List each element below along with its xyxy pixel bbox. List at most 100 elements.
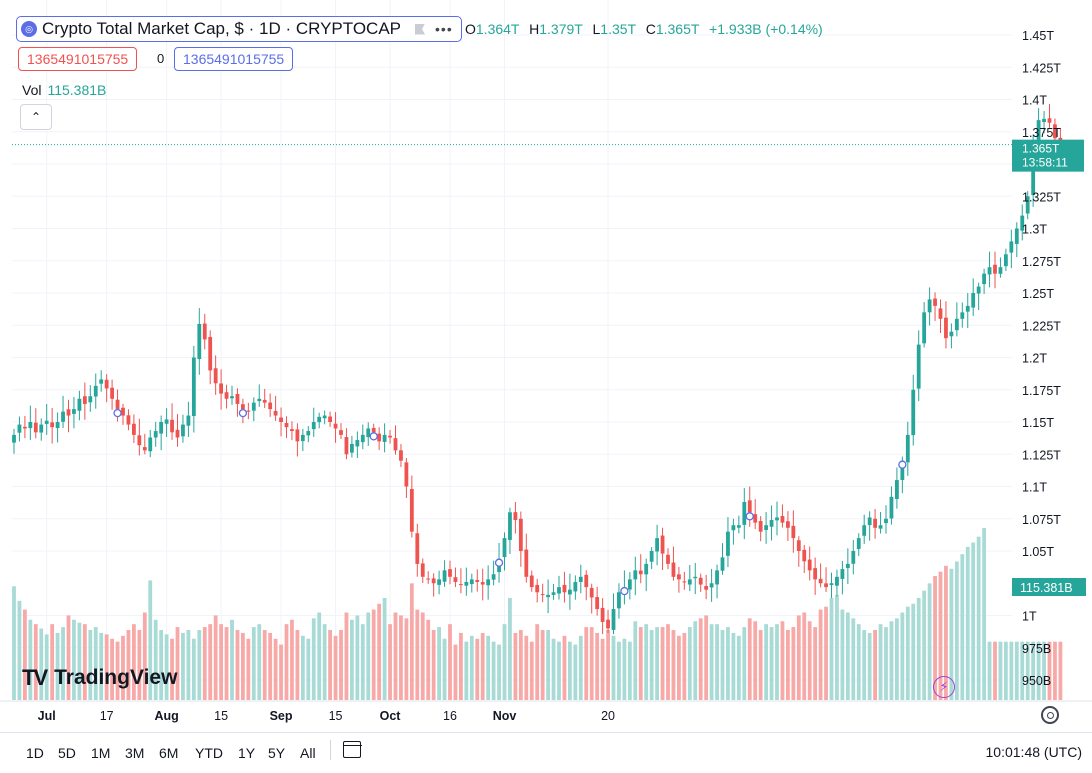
volume-bar bbox=[638, 627, 643, 700]
volume-bar bbox=[644, 624, 649, 700]
volume-bar bbox=[502, 624, 507, 700]
volume-bar bbox=[442, 638, 447, 700]
volume-bar bbox=[257, 624, 262, 700]
price-tick-label: 1.075T bbox=[1022, 513, 1061, 527]
volume-bar bbox=[1053, 641, 1057, 700]
volume-bar bbox=[938, 571, 943, 700]
candle-body bbox=[513, 512, 518, 521]
time-tick-label: 16 bbox=[443, 709, 457, 723]
candle-body bbox=[142, 447, 147, 451]
bottom-toolbar: 1D 5D 1M 3M 6M YTD 1Y 5Y All 10:01:48 (U… bbox=[0, 732, 1092, 773]
volume-bar bbox=[1042, 641, 1046, 700]
timeframe-3m[interactable]: 3M bbox=[125, 745, 145, 761]
volume-bar bbox=[693, 621, 698, 700]
volume-bar bbox=[44, 634, 49, 700]
candle-body bbox=[666, 554, 670, 564]
timeframe-1m[interactable]: 1M bbox=[91, 745, 111, 761]
candle-body bbox=[360, 434, 365, 443]
volume-bar bbox=[317, 612, 322, 700]
price-tick-label: 1.125T bbox=[1022, 448, 1061, 462]
tradingview-mark-icon: TV bbox=[22, 665, 48, 690]
sell-price-input[interactable]: 1365491015755 bbox=[18, 47, 138, 71]
volume-bar bbox=[191, 638, 196, 700]
last-price-badge bbox=[1012, 139, 1084, 172]
candle-body bbox=[780, 516, 785, 523]
time-axis[interactable]: Jul 17 Aug 15 Sep 15 Oct 16 Nov 20 bbox=[38, 709, 615, 723]
volume-bar bbox=[927, 583, 932, 700]
volume-bar bbox=[1047, 641, 1052, 700]
volume-bar bbox=[949, 568, 954, 700]
candle-body bbox=[698, 577, 703, 585]
timeframe-all[interactable]: All bbox=[300, 745, 316, 761]
candle-body bbox=[284, 423, 289, 428]
volume-bar bbox=[72, 619, 76, 700]
candle-body bbox=[295, 429, 300, 442]
candle-body bbox=[775, 517, 779, 521]
volume-bar bbox=[459, 632, 463, 700]
price-tick-label: 1.05T bbox=[1022, 545, 1054, 559]
collapse-legend-button[interactable]: ⌃ bbox=[20, 104, 52, 130]
spread-value: 0 bbox=[157, 51, 165, 66]
timeframe-6m[interactable]: 6M bbox=[159, 745, 179, 761]
volume-bar bbox=[1014, 641, 1019, 700]
volume-bar bbox=[148, 580, 153, 700]
timeframe-ytd[interactable]: YTD bbox=[195, 745, 223, 761]
volume-label: Vol bbox=[22, 82, 42, 98]
ohlc-low-value: 1.35T bbox=[600, 21, 636, 37]
event-marker-icon bbox=[745, 512, 754, 521]
price-tick-label: 1.1T bbox=[1022, 481, 1047, 495]
price-chart[interactable]: 1.45T 1.425T 1.4T 1.375T 1.35T 1.325T 1.3T 1.27… bbox=[0, 0, 1092, 732]
timeframe-5d[interactable]: 5D bbox=[58, 745, 76, 761]
volume-bar bbox=[1020, 641, 1025, 700]
candle-body bbox=[551, 592, 556, 595]
volume-bar bbox=[50, 624, 55, 700]
volume-bar bbox=[175, 627, 180, 700]
time-tick-label: 17 bbox=[100, 709, 114, 723]
volume-bar bbox=[202, 627, 207, 700]
volume-bar bbox=[862, 630, 867, 700]
ohlc-open-key: O bbox=[465, 21, 476, 37]
volume-bar bbox=[453, 644, 458, 700]
volume-bar bbox=[99, 632, 104, 700]
price-tick-label: 975B bbox=[1022, 642, 1051, 656]
volume-bar bbox=[382, 597, 387, 700]
flag-icon[interactable] bbox=[415, 23, 426, 35]
candle-body bbox=[393, 438, 398, 451]
utc-clock[interactable]: 10:01:48 (UTC) bbox=[985, 744, 1082, 760]
ohlc-close-value: 1.365T bbox=[655, 21, 700, 37]
volume-bar bbox=[933, 576, 937, 700]
timeframe-1y[interactable]: 1Y bbox=[238, 745, 256, 761]
candle-body bbox=[88, 396, 93, 403]
candle-body bbox=[39, 424, 44, 433]
volume-bar bbox=[856, 624, 861, 700]
tradingview-logo[interactable]: TV TradingView bbox=[22, 665, 177, 691]
timeframe-5y[interactable]: 5Y bbox=[268, 745, 286, 761]
volume-bar bbox=[251, 627, 256, 700]
settings-gear-icon[interactable] bbox=[1041, 706, 1059, 724]
volume-bar bbox=[524, 635, 529, 700]
volume-bar bbox=[633, 621, 638, 700]
calendar-range-icon[interactable] bbox=[342, 741, 362, 758]
price-axis[interactable]: 1.45T1.425T1.4T1.375T1.35T1.325T1.3T1.27… bbox=[1012, 29, 1086, 688]
volume-bar bbox=[1009, 641, 1014, 700]
volume-bar bbox=[333, 635, 338, 700]
symbol-header[interactable]: ◎ Crypto Total Market Cap, $ · 1D · CRYP… bbox=[16, 16, 462, 42]
price-tick-label: 1.15T bbox=[1022, 416, 1054, 430]
volume-bar bbox=[742, 627, 747, 700]
lightning-icon[interactable]: ⚡ bbox=[933, 676, 955, 698]
candle-body bbox=[655, 538, 659, 552]
candle-body bbox=[557, 587, 561, 594]
volume-bar bbox=[715, 624, 719, 700]
candle-body bbox=[884, 518, 888, 524]
volume-bar bbox=[840, 609, 845, 700]
candle-body bbox=[317, 416, 322, 423]
candle-body bbox=[600, 607, 605, 622]
candle-body bbox=[720, 557, 725, 571]
more-options-icon[interactable]: ••• bbox=[435, 21, 453, 37]
volume-bar bbox=[39, 628, 44, 700]
volume-bar bbox=[132, 624, 136, 700]
buy-price-input[interactable]: 1365491015755 bbox=[174, 47, 294, 71]
timeframe-1d[interactable]: 1D bbox=[26, 745, 44, 761]
volume-bar bbox=[807, 621, 812, 700]
candle-body bbox=[982, 273, 986, 285]
